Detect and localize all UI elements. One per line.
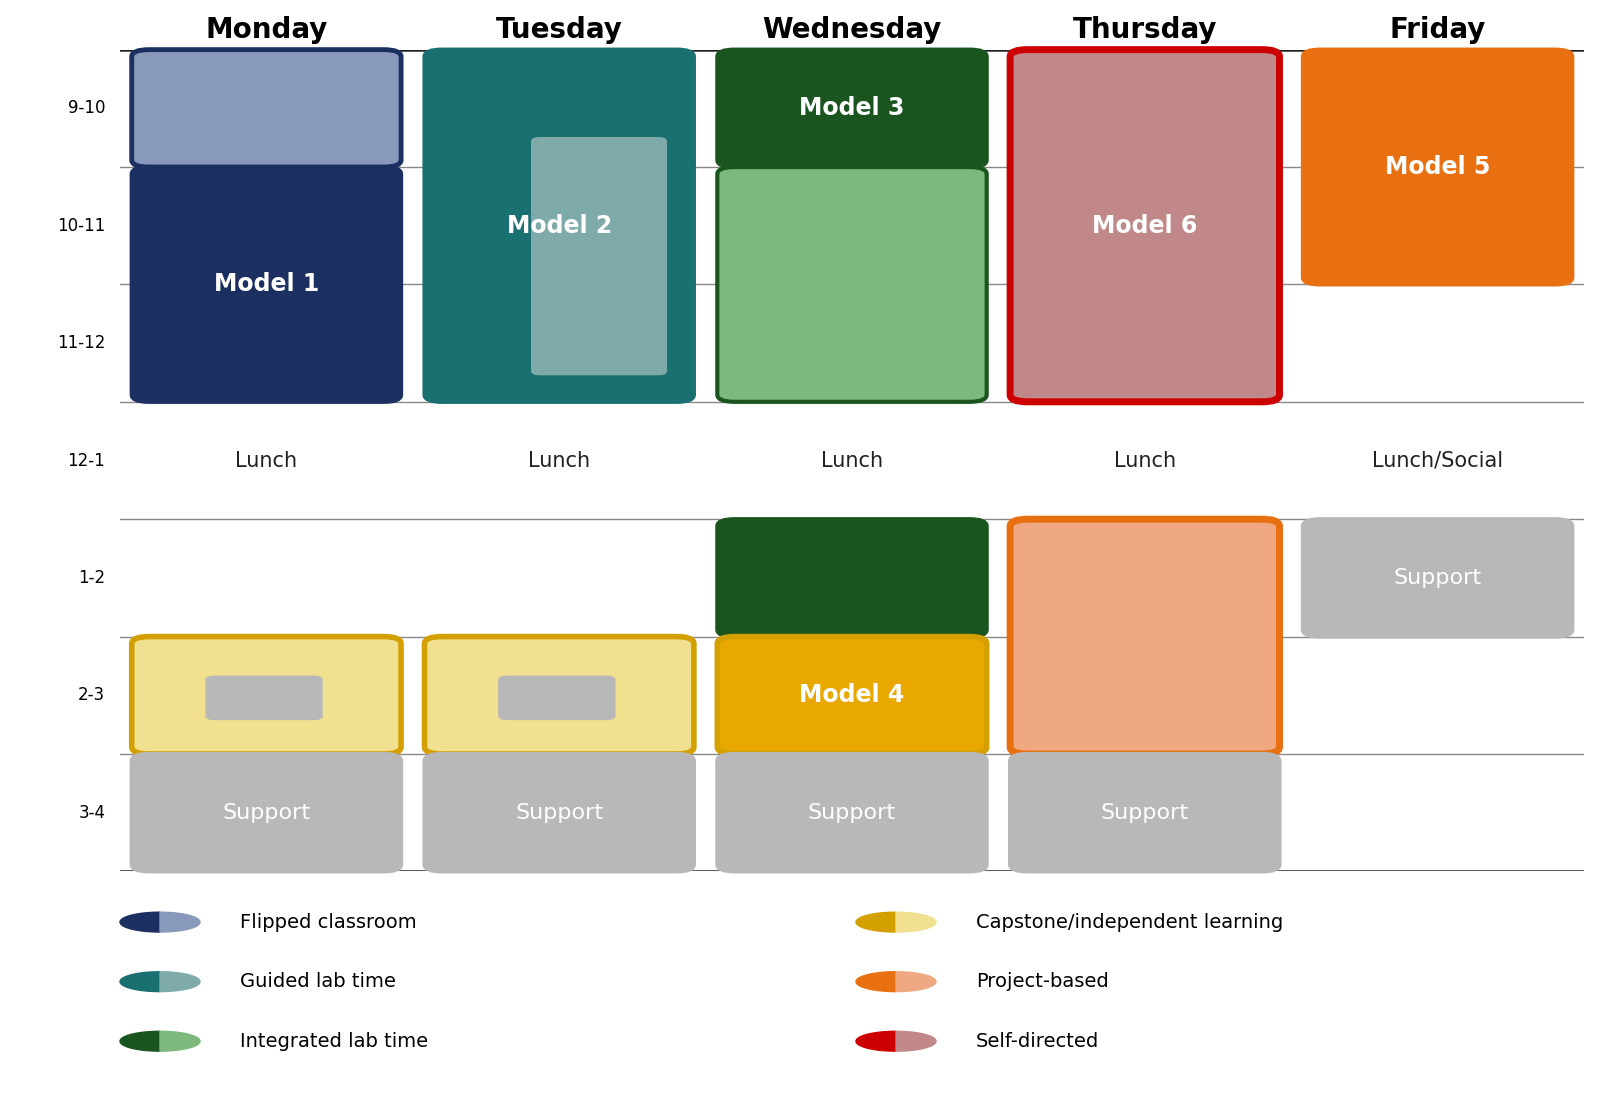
Text: Support: Support [808,803,896,823]
FancyBboxPatch shape [131,636,402,754]
Text: Lunch: Lunch [235,450,298,471]
FancyBboxPatch shape [424,50,694,401]
Text: 2-3: 2-3 [78,686,106,705]
Text: Model 5: Model 5 [1386,156,1490,179]
Text: Support: Support [1394,568,1482,588]
FancyBboxPatch shape [131,754,402,871]
Text: 1-2: 1-2 [78,569,106,587]
Text: Integrated lab time: Integrated lab time [240,1031,429,1051]
Polygon shape [160,972,200,992]
Text: Support: Support [515,803,603,823]
FancyBboxPatch shape [1302,50,1573,285]
Text: Model 3: Model 3 [800,96,904,120]
Polygon shape [120,912,160,932]
Text: 9-10: 9-10 [67,99,106,117]
Text: 10-11: 10-11 [58,216,106,235]
FancyBboxPatch shape [717,167,987,401]
FancyBboxPatch shape [1010,520,1280,754]
Text: Lunch/Social: Lunch/Social [1373,450,1502,471]
FancyBboxPatch shape [717,50,987,167]
Polygon shape [856,1031,896,1051]
FancyBboxPatch shape [206,676,322,719]
Polygon shape [896,972,936,992]
FancyBboxPatch shape [717,520,987,636]
Polygon shape [896,1031,936,1051]
Polygon shape [160,1031,200,1051]
Text: Tuesday: Tuesday [496,17,622,44]
Text: Model 4: Model 4 [800,683,904,707]
FancyBboxPatch shape [531,138,666,375]
FancyBboxPatch shape [424,754,694,871]
Polygon shape [896,912,936,932]
FancyBboxPatch shape [499,676,614,719]
FancyBboxPatch shape [1302,520,1573,636]
Text: Lunch: Lunch [528,450,590,471]
Text: 11-12: 11-12 [58,334,106,352]
Text: Support: Support [1101,803,1189,823]
Text: Model 2: Model 2 [507,214,611,238]
FancyBboxPatch shape [717,636,987,754]
FancyBboxPatch shape [1010,50,1280,401]
FancyBboxPatch shape [1010,754,1280,871]
Text: Friday: Friday [1389,17,1486,44]
Text: 3-4: 3-4 [78,804,106,822]
Text: Guided lab time: Guided lab time [240,972,395,992]
Text: Capstone/independent learning: Capstone/independent learning [976,912,1283,932]
Polygon shape [120,972,160,992]
Text: 12-1: 12-1 [67,451,106,470]
Polygon shape [160,912,200,932]
Text: Model 6: Model 6 [1093,214,1197,238]
FancyBboxPatch shape [717,754,987,871]
Text: Self-directed: Self-directed [976,1031,1099,1051]
Text: Support: Support [222,803,310,823]
Text: Lunch: Lunch [821,450,883,471]
Text: Thursday: Thursday [1072,17,1218,44]
FancyBboxPatch shape [424,636,694,754]
Text: Project-based: Project-based [976,972,1109,992]
Text: Monday: Monday [205,17,328,44]
Text: Lunch: Lunch [1114,450,1176,471]
FancyBboxPatch shape [131,167,402,401]
FancyBboxPatch shape [131,50,402,167]
Polygon shape [856,972,896,992]
Polygon shape [120,1031,160,1051]
Polygon shape [856,912,896,932]
Text: Wednesday: Wednesday [762,17,942,44]
Text: Flipped classroom: Flipped classroom [240,912,416,932]
Text: Model 1: Model 1 [214,272,318,297]
